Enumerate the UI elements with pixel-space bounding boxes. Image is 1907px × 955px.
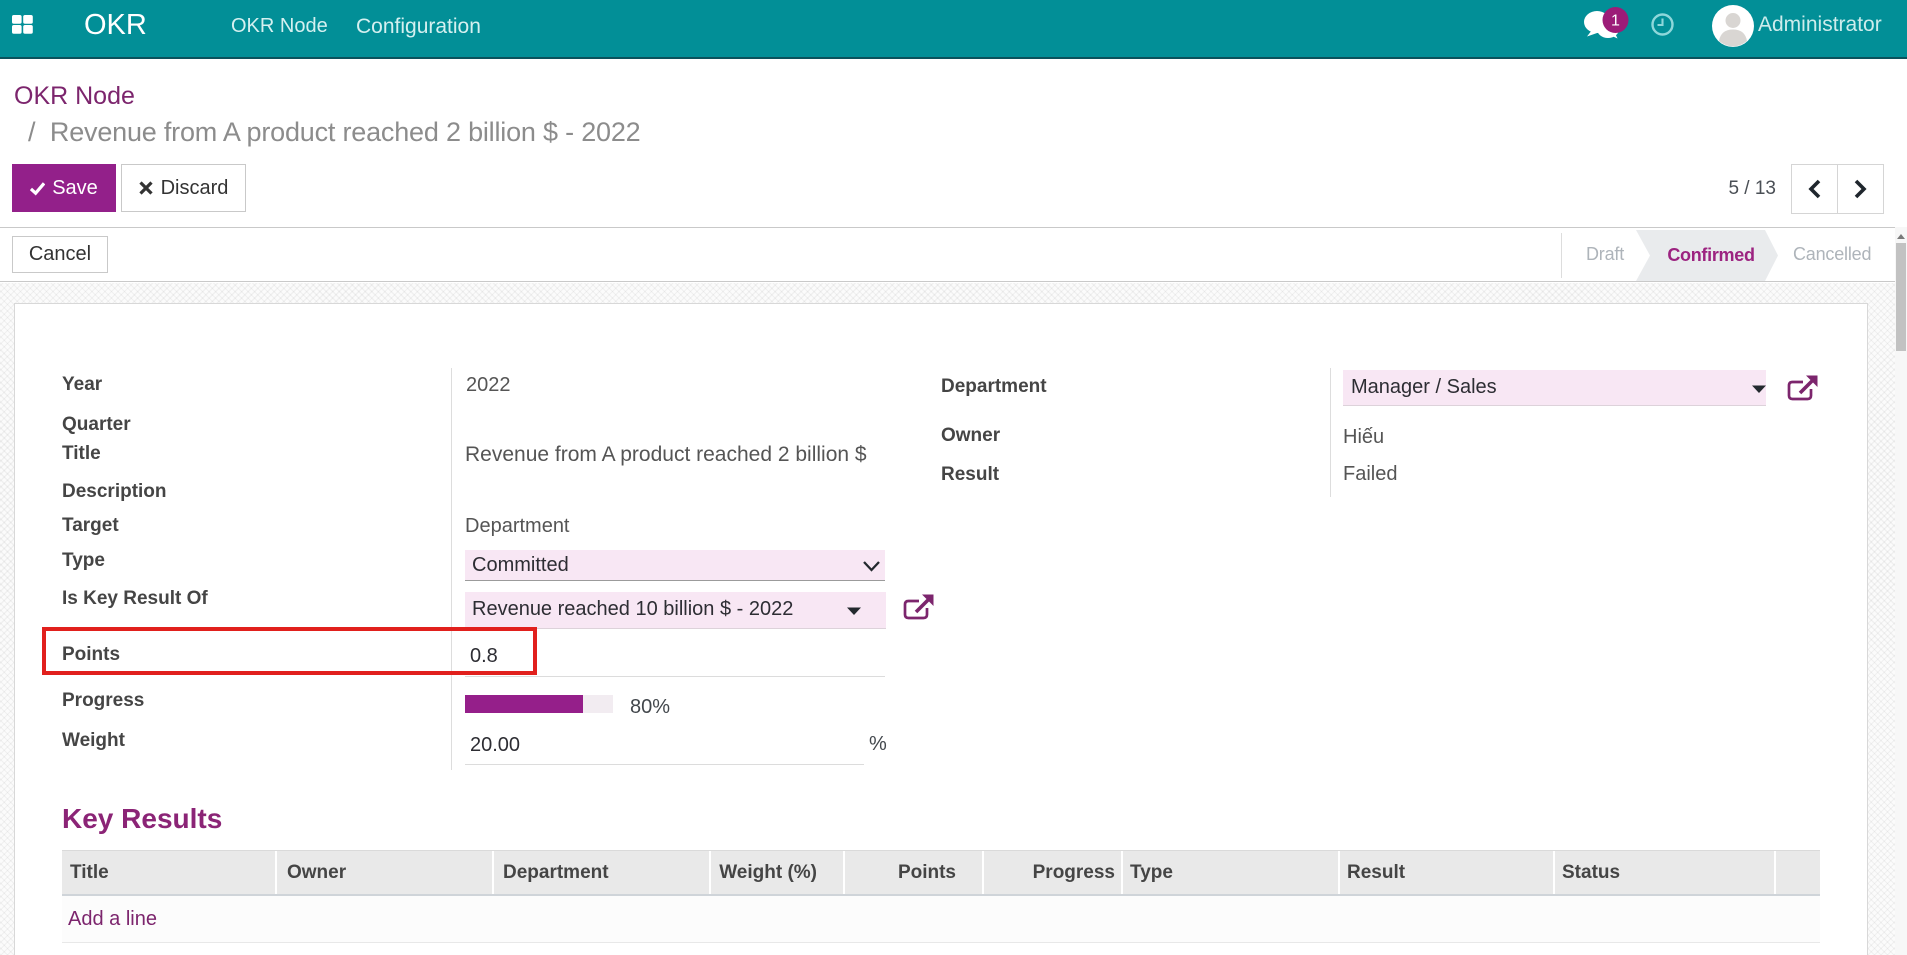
svg-text:1: 1 (1611, 13, 1620, 30)
